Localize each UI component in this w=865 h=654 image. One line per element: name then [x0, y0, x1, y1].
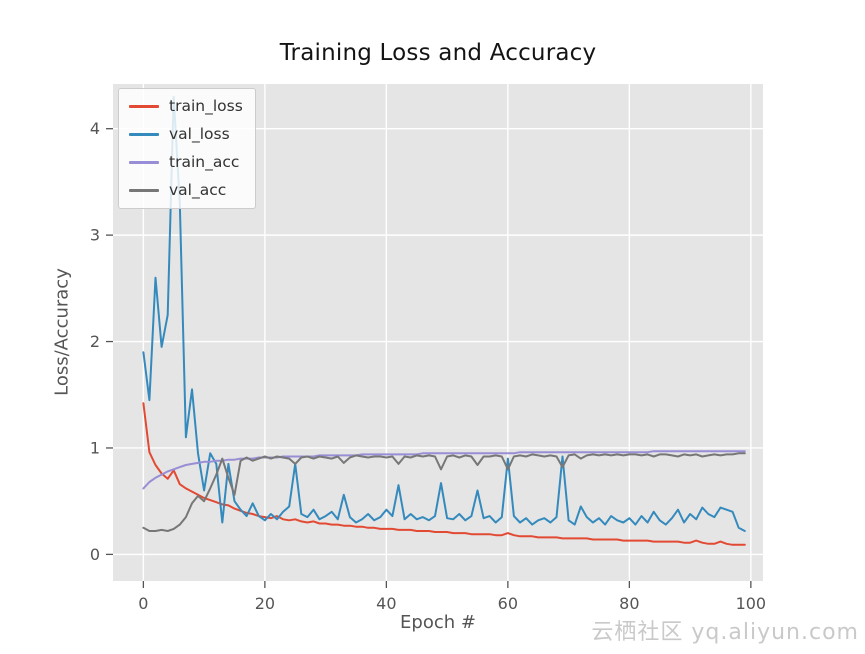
x-axis-label: Epoch #	[400, 612, 476, 633]
legend-label: train_acc	[169, 152, 240, 171]
x-tick-label: 80	[619, 594, 639, 613]
x-tick-label: 20	[255, 594, 275, 613]
legend-item-val-acc: val_acc	[129, 180, 243, 201]
watermark-text: 云栖社区 yq.aliyun.com	[591, 620, 859, 645]
legend-swatch-val-loss	[129, 133, 159, 136]
y-tick-label: 3	[90, 226, 100, 245]
legend-item-train-loss: train_loss	[129, 96, 243, 117]
x-tick-label: 40	[376, 594, 396, 613]
legend-swatch-val-acc	[129, 189, 159, 192]
chart-title: Training Loss and Accuracy	[279, 40, 597, 66]
y-tick-label: 1	[90, 438, 100, 457]
x-tick-label: 100	[736, 594, 767, 613]
y-tick-label: 0	[90, 545, 100, 564]
series-line-val_loss	[142, 95, 746, 532]
legend-swatch-train-loss	[129, 105, 159, 108]
legend: train_loss val_loss train_acc val_acc	[118, 88, 256, 209]
legend-label: val_loss	[169, 124, 230, 143]
x-tick-label: 0	[138, 594, 148, 613]
legend-label: val_acc	[169, 180, 227, 199]
legend-item-val-loss: val_loss	[129, 124, 243, 145]
series-line-val_acc	[142, 452, 746, 532]
legend-label: train_loss	[169, 96, 243, 115]
y-tick-label: 4	[90, 119, 100, 138]
y-tick-label: 2	[90, 332, 100, 351]
legend-swatch-train-acc	[129, 161, 159, 164]
x-tick-label: 60	[498, 594, 518, 613]
legend-item-train-acc: train_acc	[129, 152, 243, 173]
y-axis-label: Loss/Accuracy	[51, 268, 73, 396]
